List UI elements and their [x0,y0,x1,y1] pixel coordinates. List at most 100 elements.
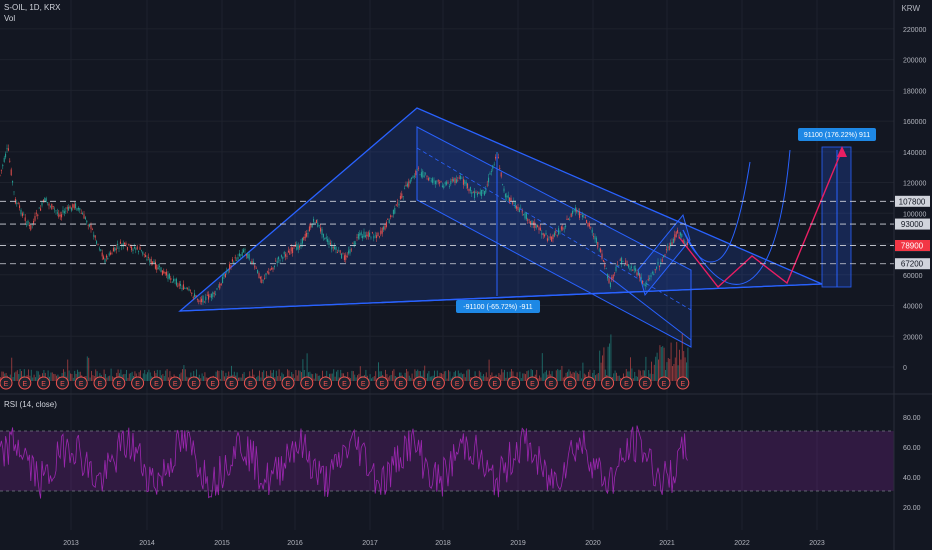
candle-body [404,188,406,190]
rsi-axis[interactable]: 80.00 60.00 40.00 20.00 [903,415,921,512]
candle-body [433,180,435,182]
earnings-marker[interactable] [168,376,182,390]
earnings-marker[interactable] [544,376,558,390]
candle-body [7,148,9,151]
earnings-marker[interactable] [413,376,427,390]
symbol-title[interactable]: S-OIL, 1D, KRX [4,3,61,12]
candle-body [520,207,522,209]
earnings-marker[interactable] [225,376,239,390]
candle-body [542,233,544,236]
candle-body [47,202,49,203]
volume-label[interactable]: Vol [4,14,16,23]
rsi-legend[interactable]: RSI (14, close) [4,400,57,409]
earnings-marker[interactable] [131,376,145,390]
earnings-marker[interactable] [0,376,13,390]
candle-body [492,165,494,169]
volume-bar [564,376,566,381]
volume-bar [516,372,518,381]
time-axis[interactable]: 2013 2014 2015 2016 2017 2018 2019 2020 2021 2022… [63,540,825,547]
volume-bar [593,369,595,381]
candle-body [145,255,147,258]
candle-body [314,222,316,223]
earnings-marker[interactable] [469,376,483,390]
candle-body [139,247,141,250]
candle-body [398,203,400,206]
lower-trendline[interactable] [599,269,692,341]
earnings-marker[interactable] [507,376,521,390]
earnings-marker[interactable] [488,376,502,390]
candle-body [622,261,624,262]
earnings-marker[interactable] [356,376,370,390]
earnings-marker[interactable] [638,376,652,390]
volume-bar [260,377,262,381]
volume-bar [634,371,636,381]
earnings-marker[interactable] [93,376,107,390]
earnings-marker-label: E [530,381,535,388]
candle-body [395,204,397,206]
candle-body [584,216,586,219]
candle-body [458,177,460,179]
earnings-marker[interactable] [187,376,201,390]
candle-body [147,257,149,258]
volume-bar [565,372,567,381]
volume-bar [431,376,433,381]
volume-bar [239,377,241,381]
candle-body [248,254,250,260]
earnings-marker[interactable] [375,376,389,390]
earnings-marker[interactable] [657,376,671,390]
candle-body [552,234,554,239]
earnings-marker[interactable] [37,376,51,390]
earnings-marker[interactable] [206,376,220,390]
earnings-marker[interactable] [319,376,333,390]
earnings-marker[interactable] [563,376,577,390]
earnings-marker[interactable] [337,376,351,390]
volume-bar [428,371,430,381]
earnings-marker[interactable] [149,376,163,390]
volume-bar [490,375,491,381]
support-line[interactable] [179,283,823,312]
candle-body [290,247,292,252]
candle-body [114,247,116,252]
rsi-tick: 80.00 [903,415,921,422]
candle-body [279,260,281,261]
earnings-marker[interactable] [676,376,690,390]
candle-body [261,279,263,284]
candle-body [126,247,128,250]
earnings-marker[interactable] [431,376,445,390]
volume-bar [588,371,589,381]
earnings-marker[interactable] [394,376,408,390]
volume-bar [225,372,227,381]
earnings-marker[interactable] [619,376,633,390]
earnings-marker[interactable] [112,376,126,390]
volume-bar [198,374,200,381]
earnings-marker[interactable] [450,376,464,390]
earnings-marker[interactable] [601,376,615,390]
volume-bar [294,378,295,381]
earnings-marker[interactable] [525,376,539,390]
price-axis[interactable]: 2200002000001800001600001400001200001000… [903,27,926,372]
candle-body [222,276,224,284]
candle-body [136,246,138,250]
earnings-marker[interactable] [300,376,314,390]
volume-bar [407,371,409,381]
candle-body [647,279,649,281]
candle-body [378,236,380,238]
candle-body [56,212,58,214]
candle-body [360,232,362,235]
volume-bar [501,369,503,381]
earnings-marker[interactable] [582,376,596,390]
candle-body [516,206,518,209]
earnings-marker[interactable] [243,376,257,390]
candle-body [335,246,337,251]
candle-body [569,219,571,220]
earnings-marker[interactable] [281,376,295,390]
earnings-marker[interactable] [262,376,276,390]
candle-body [385,221,387,227]
earnings-marker[interactable] [18,376,32,390]
volume-bar [303,370,305,381]
earnings-marker[interactable] [74,376,88,390]
volume-bar [674,357,676,381]
earnings-marker[interactable] [55,376,69,390]
